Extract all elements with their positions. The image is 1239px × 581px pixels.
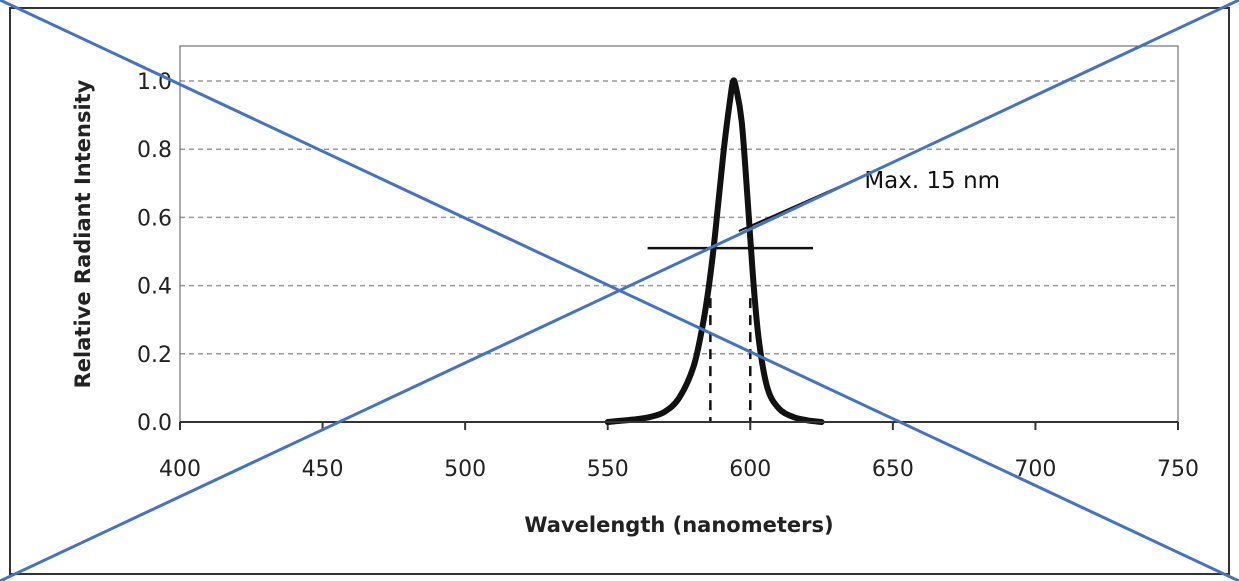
y-tick-label: 0.8 <box>137 138 172 163</box>
x-tick-label: 450 <box>302 457 344 482</box>
x-tick-label: 400 <box>159 457 201 482</box>
series-line <box>604 77 825 425</box>
y-tick-label: 0.2 <box>137 343 172 368</box>
x-tick-label: 650 <box>872 457 914 482</box>
x-tick-label: 550 <box>587 457 629 482</box>
x-tick-label: 750 <box>1157 457 1199 482</box>
fwhm-group <box>709 298 752 422</box>
x-axis-title: Wavelength (nanometers) <box>524 513 833 537</box>
y-axis-title: Relative Radiant Intensity <box>71 79 95 388</box>
annotation-text: Max. 15 nm <box>864 168 1000 194</box>
y-tick-label: 1.0 <box>137 70 172 95</box>
y-tick-label: 0.4 <box>137 275 172 300</box>
grid-lines <box>180 80 1178 355</box>
y-tick-label: 0.0 <box>137 411 172 436</box>
x-tick-labels: 400 450 500 550 600 650 700 750 <box>159 457 1199 482</box>
y-tick-label: 0.6 <box>137 206 172 231</box>
x-tick-label: 500 <box>444 457 486 482</box>
x-tick-label: 600 <box>729 457 771 482</box>
y-tick-labels: 0.0 0.2 0.4 0.6 0.8 1.0 <box>137 70 172 436</box>
